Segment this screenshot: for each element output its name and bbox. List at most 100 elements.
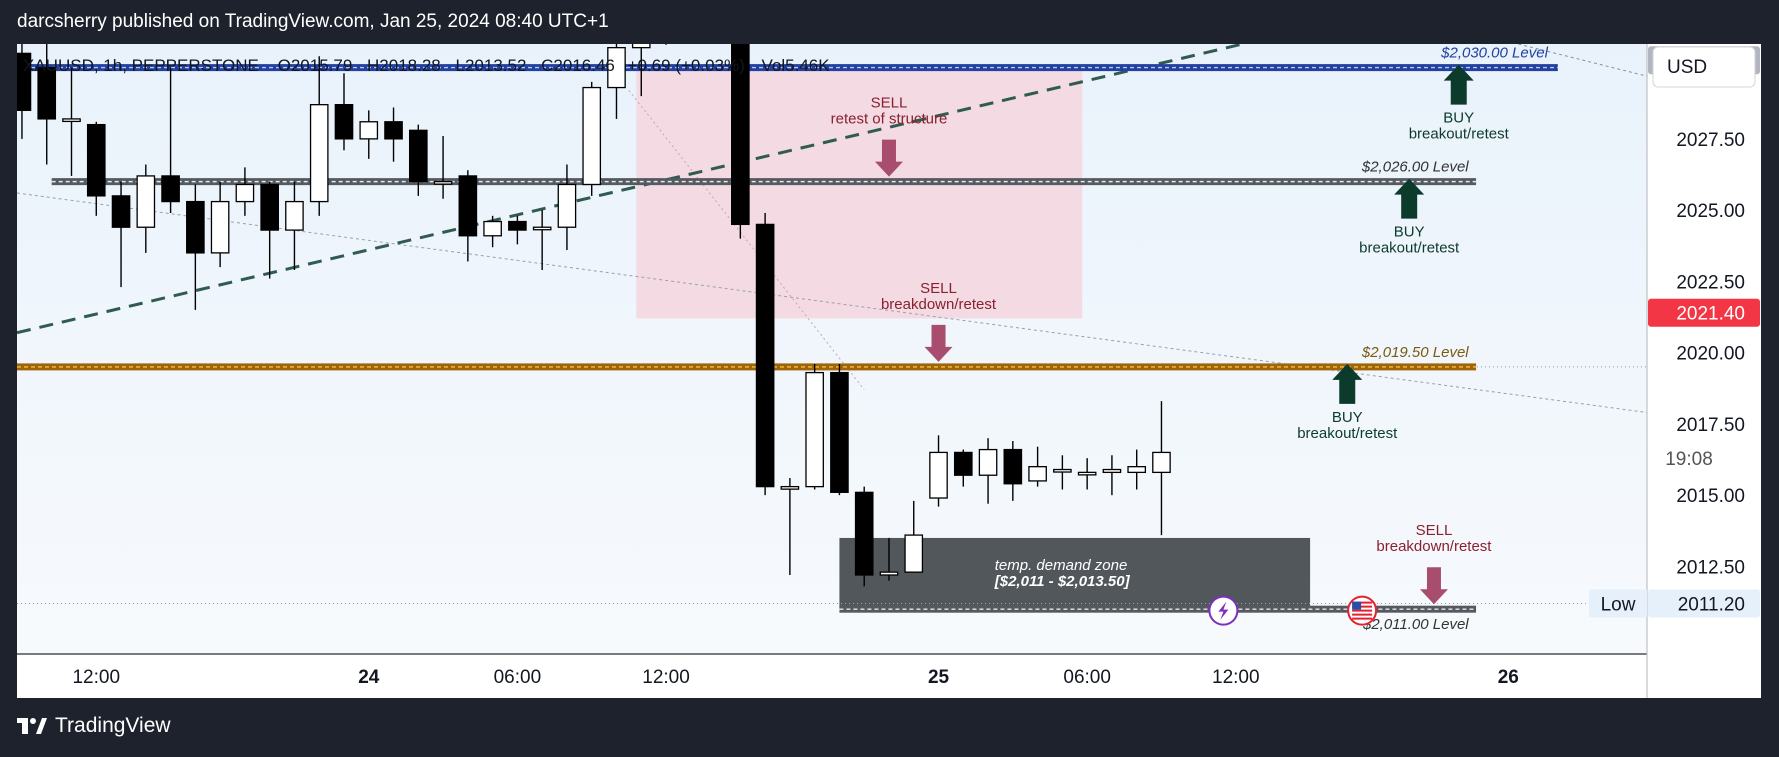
level-label-4: $2,011.00 Level bbox=[1362, 616, 1469, 633]
candle-body-8 bbox=[210, 200, 230, 254]
y-tick-label-4: 2017.50 bbox=[1676, 415, 1745, 436]
candle-34 bbox=[854, 486, 874, 587]
sell-arrow-icon-5 bbox=[1419, 567, 1448, 605]
candle-body-25 bbox=[631, 44, 651, 49]
price-label-text-1: 2021.40 bbox=[1676, 304, 1745, 325]
tradingview-logo-icon bbox=[17, 718, 47, 734]
currency-button[interactable]: USD bbox=[1652, 46, 1756, 88]
candle-body-1 bbox=[37, 66, 57, 120]
candle-46 bbox=[1152, 401, 1171, 536]
sell-annotation-text-0-0: SELL bbox=[871, 95, 908, 112]
chart-panel[interactable]: temp. demand zone [$2,011 - $2,013.50] $2… bbox=[17, 44, 1761, 698]
tradingview-logo[interactable]: TradingView bbox=[17, 714, 171, 738]
price-chart[interactable]: temp. demand zone[$2,011 - $2,013.50] $2… bbox=[17, 44, 1761, 698]
zone-dotted-diagonal bbox=[628, 90, 865, 391]
legend-open: O2015.79 bbox=[278, 56, 353, 75]
buy-annotation-text-4-0: BUY bbox=[1332, 409, 1363, 426]
candle-body-7 bbox=[186, 200, 205, 254]
candle-body-38 bbox=[953, 451, 973, 476]
candle-body-21 bbox=[532, 226, 552, 231]
us-flag-event-icon bbox=[1347, 595, 1378, 626]
sell-annotation-text-0-1: retest of structure bbox=[831, 111, 948, 128]
candle-12 bbox=[309, 56, 329, 216]
legend-volume: Vol5.46K bbox=[762, 56, 831, 75]
candle-body-11 bbox=[285, 200, 304, 231]
candle-4 bbox=[111, 181, 131, 288]
y-tick-label-5: 2015.00 bbox=[1676, 486, 1745, 507]
candle-15 bbox=[384, 107, 403, 162]
buy-arrow-icon-2 bbox=[1443, 64, 1474, 105]
price-label-text-3: 2011.20 bbox=[1678, 594, 1745, 615]
sell-annotation-text-5-0: SELL bbox=[1416, 522, 1453, 539]
buy-annotation-text-3-0: BUY bbox=[1394, 224, 1425, 241]
candle-33 bbox=[830, 364, 849, 496]
candle-30 bbox=[755, 212, 775, 496]
y-tick-label-1: 2025.00 bbox=[1676, 201, 1745, 222]
buy-annotation-text-2-0: BUY bbox=[1443, 110, 1474, 127]
candle-body-46 bbox=[1152, 451, 1171, 474]
candle-16 bbox=[408, 124, 428, 196]
candle-body-40 bbox=[1003, 448, 1023, 485]
low-tag-box bbox=[1589, 589, 1647, 618]
candle-35 bbox=[879, 537, 899, 581]
dashed-trendline bbox=[17, 44, 1250, 335]
candle-body-44 bbox=[1102, 468, 1122, 474]
candle-1 bbox=[37, 44, 57, 165]
legend-high: H2018.28 bbox=[367, 56, 441, 75]
flag-stripe-3 bbox=[1352, 613, 1373, 616]
candle-body-31 bbox=[780, 485, 800, 490]
x-tick-label-4: 25 bbox=[928, 667, 950, 688]
currency-label[interactable]: USD bbox=[1667, 57, 1707, 78]
candle-body-41 bbox=[1028, 466, 1047, 482]
candle-18 bbox=[458, 170, 478, 262]
level-label-2: $2,026.00 Level bbox=[1361, 159, 1469, 176]
symbol-legend: XAUUSD, 1h, PEPPERSTONE O2015.79 H2018.2… bbox=[23, 56, 830, 75]
price-label-low: 2011.20 Low bbox=[1589, 589, 1760, 618]
candle-body-6 bbox=[161, 175, 180, 203]
candle-body-29 bbox=[731, 44, 750, 226]
low-tag-text: Low bbox=[1601, 594, 1636, 615]
sell-annotation-text-1-0: SELL bbox=[920, 280, 957, 297]
candle-body-12 bbox=[309, 104, 329, 203]
buy-annotation-text-2-1: breakout/retest bbox=[1409, 126, 1510, 143]
price-label-timer: 19:08 bbox=[1648, 444, 1734, 473]
flag-canton bbox=[1352, 601, 1362, 610]
candle-43 bbox=[1077, 458, 1097, 490]
candle-32 bbox=[805, 364, 824, 490]
candle-body-35 bbox=[879, 571, 899, 576]
sell-zone bbox=[636, 64, 1083, 319]
y-tick-label-6: 2012.50 bbox=[1676, 557, 1745, 578]
candle-body-43 bbox=[1077, 471, 1097, 476]
candle-body-10 bbox=[260, 183, 279, 231]
x-tick-label-3: 12:00 bbox=[642, 667, 690, 688]
candle-body-34 bbox=[854, 491, 874, 576]
x-tick-label-7: 26 bbox=[1498, 667, 1519, 688]
level-band-2 bbox=[51, 178, 1477, 186]
candle-body-39 bbox=[978, 448, 998, 476]
sell-arrow-icon-0 bbox=[874, 139, 903, 177]
candle-41 bbox=[1028, 446, 1047, 487]
candle-body-24 bbox=[607, 47, 626, 89]
x-tick-label-0: 12:00 bbox=[72, 667, 120, 688]
price-label-text-2: 19:08 bbox=[1665, 449, 1713, 470]
candle-36 bbox=[904, 500, 924, 573]
flag-stripe-0 bbox=[1352, 601, 1373, 604]
sell-annotation-text-5-1: breakdown/retest bbox=[1376, 538, 1492, 555]
candle-21 bbox=[532, 210, 552, 270]
legend-change: +0.69 (+0.03%) bbox=[628, 56, 745, 75]
candle-body-9 bbox=[235, 183, 255, 203]
candle-body-23 bbox=[582, 86, 602, 186]
legend-low: L2013.52 bbox=[456, 56, 527, 75]
level-label-3: $2,019.50 Level bbox=[1361, 344, 1469, 361]
candle-body-13 bbox=[334, 104, 354, 140]
candle-body-42 bbox=[1053, 468, 1072, 473]
candle-body-3 bbox=[86, 123, 106, 197]
candle-body-45 bbox=[1127, 466, 1147, 474]
y-tick-label-0: 2027.50 bbox=[1676, 130, 1745, 151]
currency-button-box[interactable] bbox=[1652, 46, 1756, 88]
buy-arrow-icon-3 bbox=[1394, 178, 1425, 219]
